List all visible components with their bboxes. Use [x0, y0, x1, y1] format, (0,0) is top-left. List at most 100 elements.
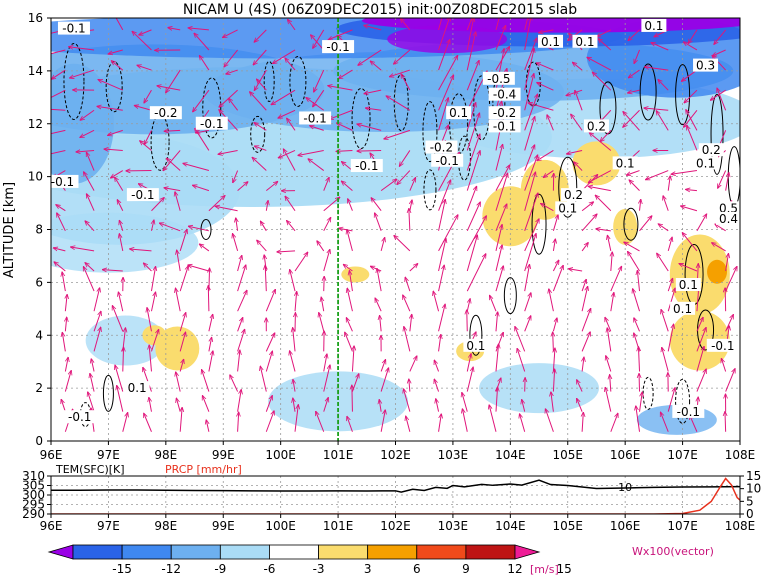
wind-vector: [571, 114, 583, 131]
wind-vector: [310, 126, 324, 131]
wind-vector: [62, 272, 66, 292]
wind-vector: [651, 43, 669, 51]
contour-label: -0.1: [677, 405, 700, 419]
surface-axis-ticks: 96E 97E 98E 99E 100E 101E 102E 103E 104E 105E 106E…: [22, 469, 761, 533]
contour-label: 0.4: [719, 212, 738, 226]
contour-label: 0.1: [679, 278, 698, 292]
y-tick-label: 16: [28, 11, 43, 25]
wind-vector: [466, 18, 473, 31]
contour-label-background: [124, 381, 150, 395]
colorbar-box: [465, 544, 516, 560]
contour-label: -0.1: [493, 119, 516, 133]
temperature-line: [51, 479, 740, 493]
wind-vector: [581, 279, 586, 292]
contour-line: [102, 374, 114, 412]
wind-vector: [164, 130, 181, 131]
wind-vector: [524, 193, 538, 231]
wind-vector: [317, 241, 325, 252]
wind-vector: [364, 25, 382, 31]
surface-contour-label: 10: [618, 481, 632, 494]
contour-label: 0.1: [673, 302, 692, 316]
wind-vector: [658, 224, 669, 232]
wind-vector: [624, 242, 640, 252]
shade-westerly-west-b: [142, 325, 167, 346]
wind-vector: [314, 69, 325, 92]
wind-vector: [257, 240, 267, 252]
wind-vector: [634, 333, 640, 352]
wind-vector: [434, 360, 440, 372]
x-tick-label: 99E: [212, 448, 235, 462]
colorbar-tick-label: 12: [507, 562, 522, 575]
wind-vector: [347, 288, 353, 312]
wind-vector: [122, 328, 126, 352]
wind-vector: [64, 357, 68, 372]
colorbar-box: [318, 544, 369, 560]
contour-line: [250, 115, 266, 153]
wind-vector: [581, 214, 597, 232]
wind-vector: [380, 179, 397, 192]
wind-vector: [524, 38, 537, 71]
x-tick-label: 100E: [265, 448, 296, 462]
wind-vector: [277, 251, 296, 252]
wind-vector: [194, 33, 210, 51]
wind-vector: [410, 314, 412, 332]
surface-x-tick-label: 107E: [667, 519, 698, 533]
wind-vector: [662, 347, 669, 372]
wind-vector: [57, 213, 66, 232]
surface-x-tick-label: 104E: [495, 519, 526, 533]
wind-vector: [681, 69, 698, 81]
wind-vector: [132, 31, 152, 51]
wind-vector: [524, 18, 531, 51]
wind-vector: [462, 409, 468, 432]
contour-label-background: [322, 40, 355, 54]
wind-vector: [273, 49, 296, 64]
wind-vector: [226, 69, 238, 74]
wind-vector: [520, 414, 526, 432]
wind-vector: [696, 346, 704, 372]
wind-vector: [176, 398, 181, 412]
wind-vector: [111, 170, 124, 178]
wind-vector: [323, 197, 340, 212]
wind-vector: [438, 199, 446, 231]
wind-vector: [104, 149, 123, 150]
wind-vector: [438, 18, 443, 31]
wind-vector: [640, 199, 641, 211]
wind-vector: [438, 55, 458, 91]
wind-vector: [237, 318, 243, 332]
wind-vector: [574, 162, 583, 171]
wind-vector: [290, 351, 296, 372]
wind-vector: [409, 379, 410, 392]
wind-vector: [193, 185, 210, 192]
x-tick-label: 105E: [553, 448, 584, 462]
wind-vector: [436, 399, 440, 412]
wind-vector: [610, 413, 618, 432]
contour-label-background: [693, 156, 719, 170]
wind-vector: [339, 228, 353, 231]
wind-vector: [667, 324, 673, 352]
contour-label: -0.1: [435, 154, 458, 168]
wind-vector: [462, 392, 468, 412]
wind-vector: [149, 345, 152, 372]
contour-line: [531, 193, 547, 255]
wind-vector: [466, 103, 475, 131]
wind-vector: [265, 289, 275, 312]
wind-vector: [122, 413, 128, 432]
wind-vector: [667, 237, 672, 252]
colorbar-tick-label: -3: [313, 562, 325, 575]
wind-vector: [293, 379, 295, 392]
y-tick-label: 4: [35, 328, 43, 342]
wind-vector: [552, 265, 563, 292]
wind-vector: [163, 150, 181, 170]
wind-vector: [466, 18, 474, 51]
wind-vector: [725, 253, 729, 272]
wind-vector: [712, 55, 727, 71]
wind-vector: [265, 351, 272, 372]
shade-westerly-strong: [707, 259, 728, 284]
wind-vector: [638, 347, 639, 372]
shade-westerly-upper-d: [613, 208, 638, 245]
precipitation-tick-label: 10: [746, 482, 761, 496]
wind-vector: [108, 49, 123, 54]
contour-label: 0.1: [644, 19, 663, 33]
colorbar-tick-label: 3: [364, 562, 372, 575]
